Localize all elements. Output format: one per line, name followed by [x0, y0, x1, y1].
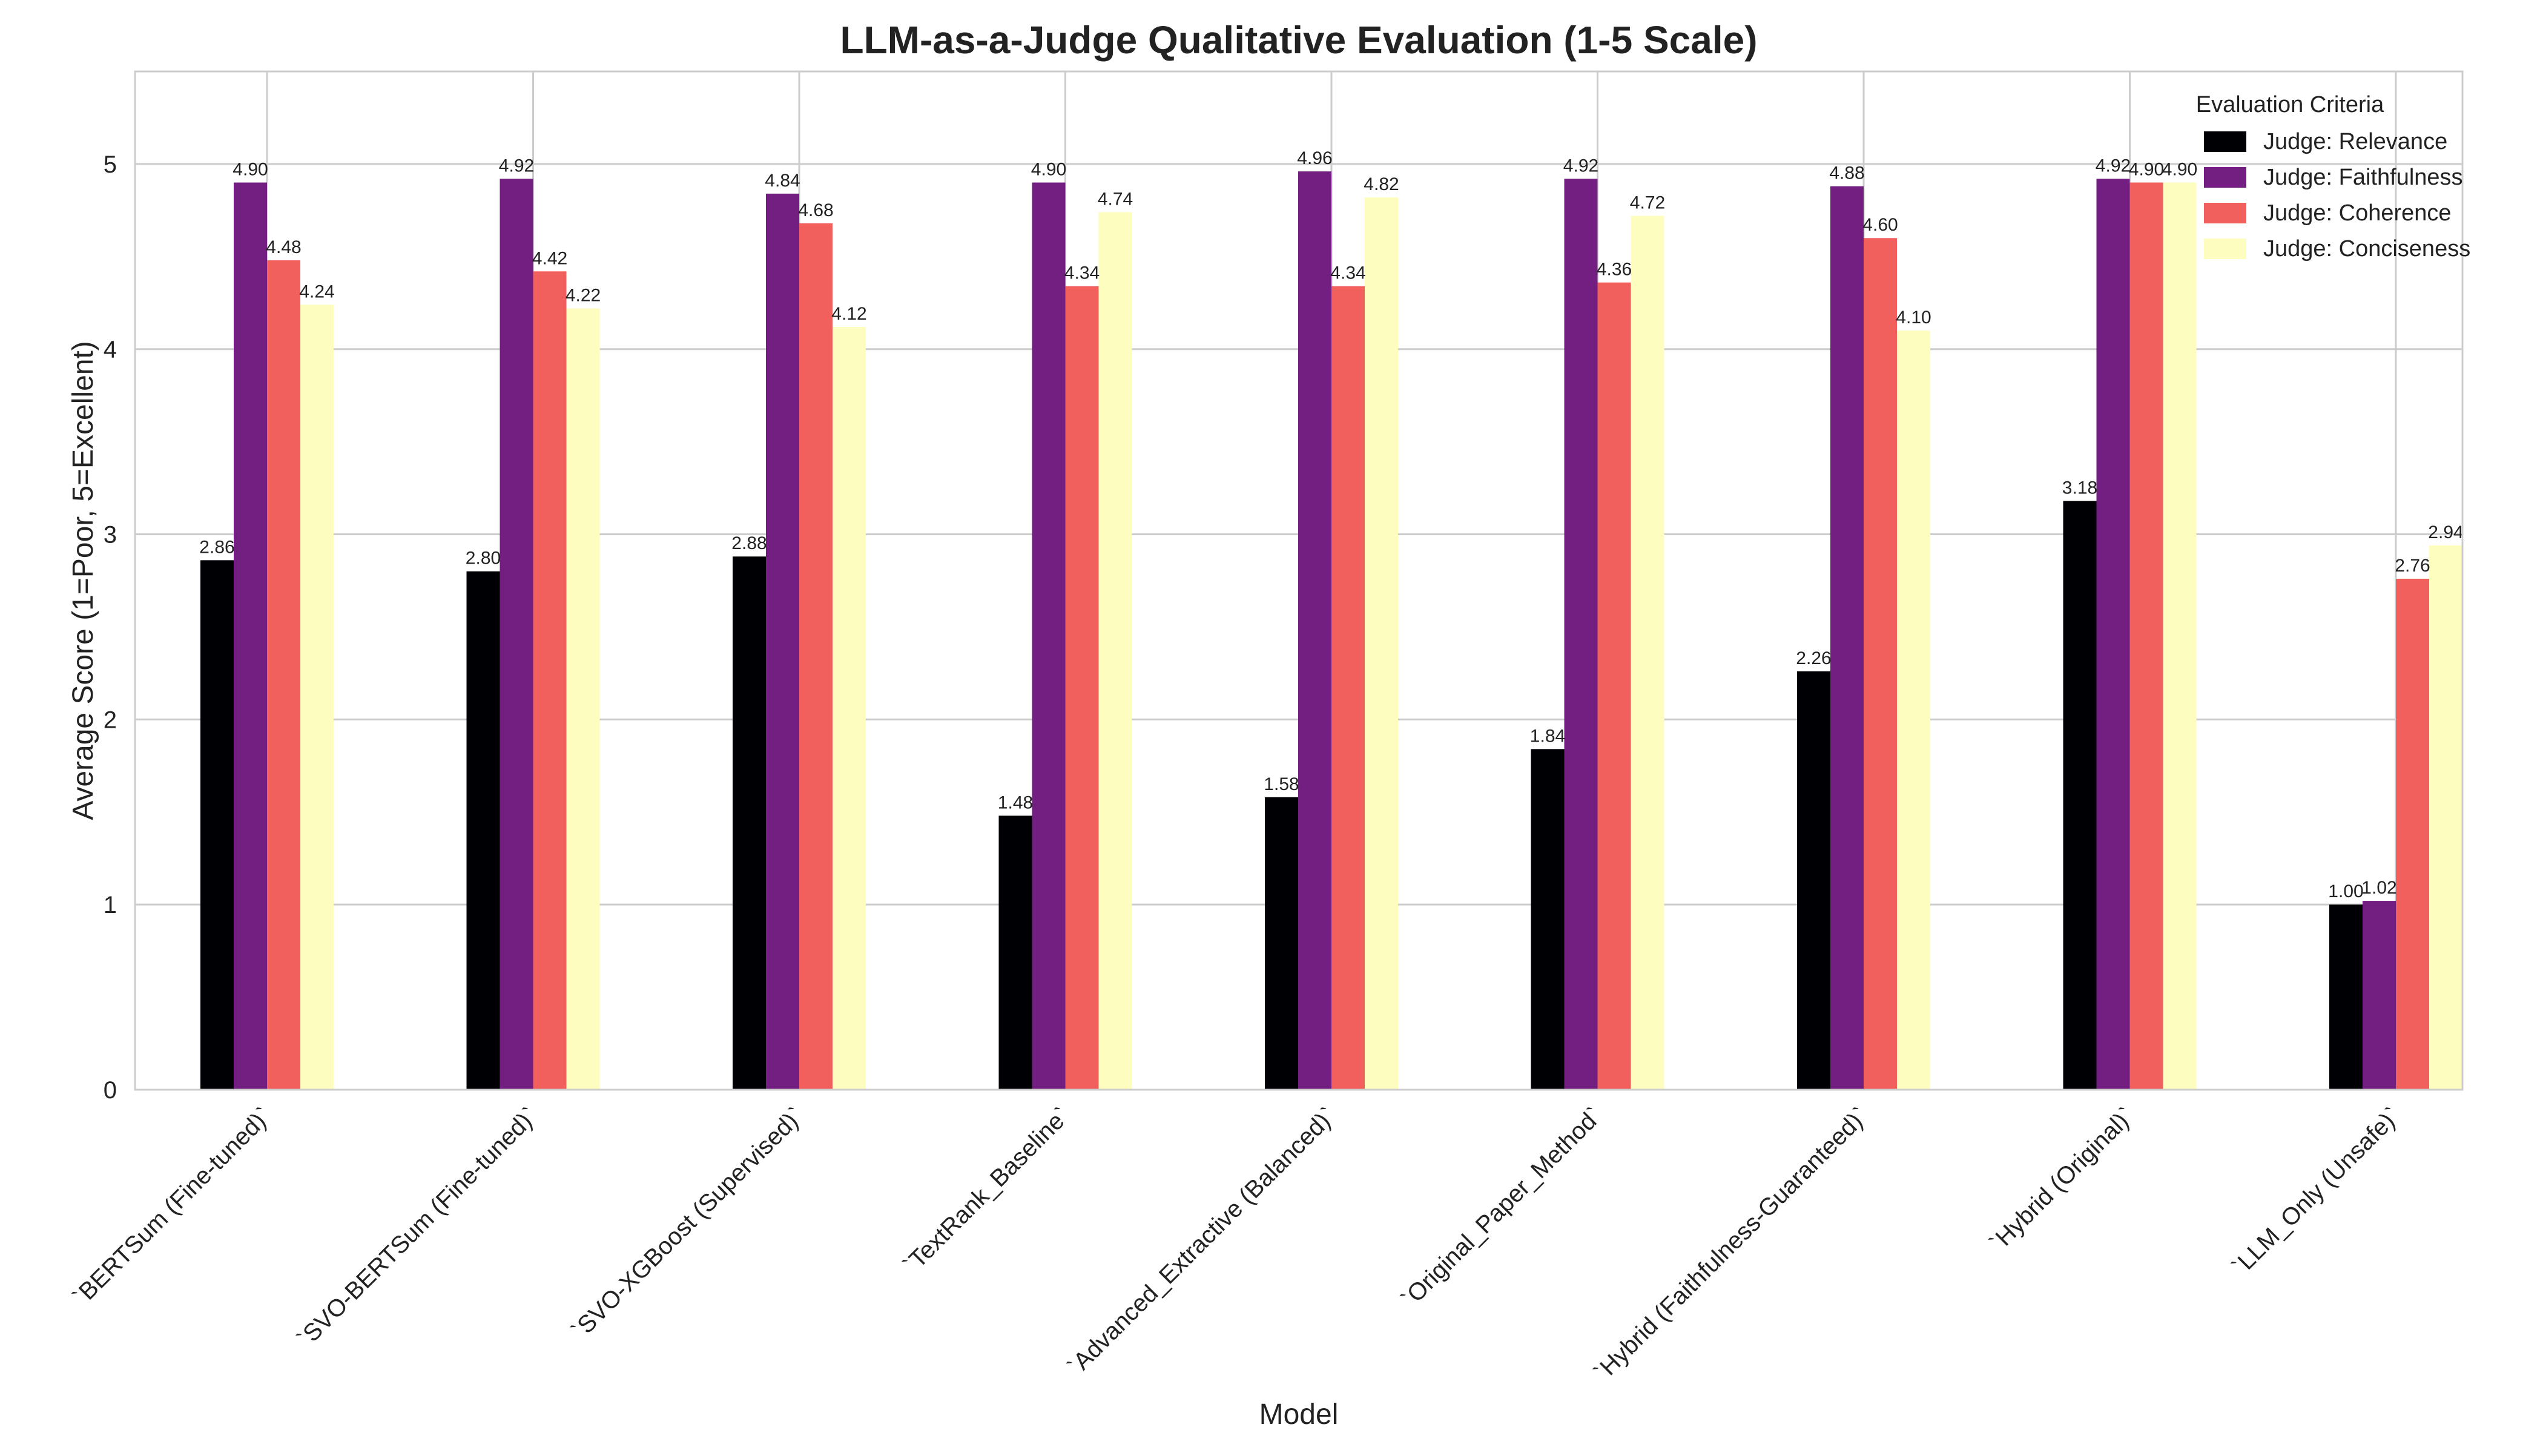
legend-label: Judge: Conciseness: [2263, 236, 2470, 262]
legend-label: Judge: Coherence: [2263, 200, 2452, 226]
bar: [1564, 179, 1598, 1090]
bar: [1531, 749, 1565, 1090]
bar-value-label: 3.18: [2062, 478, 2097, 498]
bar: [200, 560, 234, 1090]
chart-title: LLM-as-a-Judge Qualitative Evaluation (1…: [840, 18, 1757, 62]
y-tick-label: 0: [104, 1077, 117, 1104]
bar: [766, 193, 799, 1090]
bar: [533, 271, 567, 1090]
bar-value-label: 4.34: [1064, 263, 1100, 283]
bar-value-label: 4.82: [1364, 174, 1399, 194]
bar-value-label: 1.02: [2361, 878, 2396, 898]
y-tick-label: 1: [104, 892, 117, 918]
bar-value-label: 4.36: [1597, 260, 1632, 280]
plot-frame: [134, 70, 2464, 1091]
legend-swatch: [2204, 239, 2246, 259]
bar: [2063, 501, 2097, 1090]
bar: [1265, 797, 1298, 1090]
bar-value-label: 2.88: [731, 533, 767, 553]
bar-value-label: 4.74: [1098, 189, 1133, 209]
data-labels: 2.86 2.80 2.88 1.48 1.58 1.84 2.26 3.18 1.00 4.90…: [199, 148, 2463, 901]
bar: [2129, 182, 2163, 1090]
bar: [799, 223, 833, 1090]
bar: [833, 327, 866, 1090]
bar-value-label: 4.84: [765, 171, 800, 191]
bar-value-label: 2.80: [466, 548, 501, 568]
bars: [200, 171, 2462, 1090]
bar-value-label: 4.34: [1330, 263, 1365, 283]
y-tick-label: 2: [104, 707, 117, 733]
bar-value-label: 4.92: [1563, 156, 1598, 176]
bar-value-label: 4.90: [2162, 159, 2197, 179]
legend-label: Judge: Relevance: [2263, 129, 2447, 154]
bar: [566, 308, 600, 1090]
bar-value-label: 4.90: [233, 159, 268, 179]
y-tick-label: 4: [104, 337, 117, 363]
bar-value-label: 2.26: [1796, 648, 1831, 668]
bar-value-label: 2.86: [199, 537, 234, 557]
bar: [1864, 238, 1897, 1090]
bar-value-label: 4.42: [532, 248, 567, 268]
bar-value-label: 4.48: [266, 237, 301, 257]
bar: [998, 815, 1032, 1090]
bar-value-label: 4.96: [1297, 148, 1332, 168]
bar: [234, 182, 267, 1090]
legend-swatch: [2204, 167, 2246, 188]
bar-value-label: 1.58: [1264, 774, 1299, 794]
x-axis-label: Model: [1259, 1398, 1339, 1431]
bar: [2163, 182, 2197, 1090]
bar: [1830, 186, 1864, 1090]
bar: [1365, 197, 1398, 1090]
bar-value-label: 4.68: [798, 200, 833, 220]
bar-value-label: 2.76: [2395, 556, 2430, 576]
bar-value-label: 4.90: [2129, 159, 2164, 179]
bar: [2429, 545, 2462, 1090]
bar-value-label: 4.22: [566, 285, 601, 305]
bar: [2096, 179, 2130, 1090]
bar: [2329, 904, 2363, 1090]
bar: [1597, 282, 1631, 1090]
bar-value-label: 4.12: [831, 304, 866, 324]
y-axis-label: Average Score (1=Poor, 5=Excellent): [67, 341, 99, 820]
bar: [300, 305, 334, 1090]
bar: [1098, 212, 1132, 1090]
bar: [733, 556, 766, 1090]
bar-value-label: 4.90: [1031, 159, 1066, 179]
bar-value-label: 4.60: [1862, 215, 1898, 235]
bar-value-label: 1.00: [2328, 881, 2363, 901]
bar-value-label: 4.72: [1630, 193, 1665, 213]
bar: [466, 571, 500, 1090]
bar: [1032, 182, 1066, 1090]
legend: Evaluation Criteria Judge: RelevanceJudg…: [2196, 92, 2470, 262]
bar: [1631, 216, 1664, 1090]
bar-value-label: 4.88: [1829, 163, 1864, 183]
bar: [267, 260, 300, 1090]
y-tick-labels: 0 1 2 3 4 5: [104, 151, 117, 1104]
bar: [1065, 286, 1099, 1090]
bar: [1298, 171, 1331, 1090]
bar: [1897, 331, 1930, 1090]
bar-value-label: 4.24: [299, 282, 334, 301]
bar: [2396, 578, 2429, 1090]
bar-value-label: 1.84: [1530, 726, 1565, 746]
legend-swatch: [2204, 203, 2246, 223]
bar-value-label: 2.94: [2428, 522, 2463, 542]
legend-label: Judge: Faithfulness: [2263, 165, 2463, 190]
bar-value-label: 4.92: [499, 156, 534, 176]
bar: [1797, 671, 1830, 1090]
bar: [2363, 901, 2396, 1090]
y-tick-label: 3: [104, 522, 117, 548]
legend-title: Evaluation Criteria: [2196, 92, 2384, 117]
legend-items: Judge: Relevance Judge: Faithfulness Judge…: [2204, 129, 2470, 262]
bar-value-label: 4.92: [2096, 156, 2131, 176]
bar: [500, 179, 533, 1090]
y-tick-label: 5: [104, 151, 117, 178]
bar: [1331, 286, 1365, 1090]
bar-value-label: 4.10: [1896, 308, 1931, 328]
legend-swatch: [2204, 131, 2246, 152]
bar-value-label: 1.48: [998, 792, 1033, 812]
